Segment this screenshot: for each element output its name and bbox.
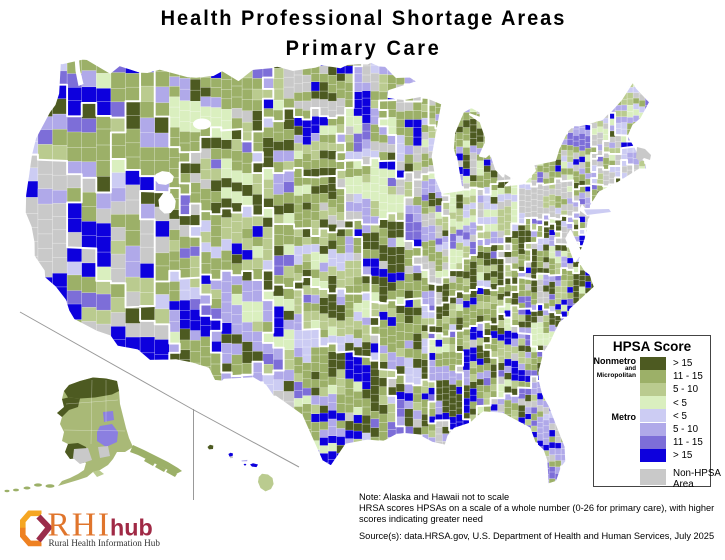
svg-text:Rural Health Information Hub: Rural Health Information Hub [49,538,161,548]
svg-text:hub: hub [110,515,153,541]
svg-text:RHI: RHI [48,507,111,544]
